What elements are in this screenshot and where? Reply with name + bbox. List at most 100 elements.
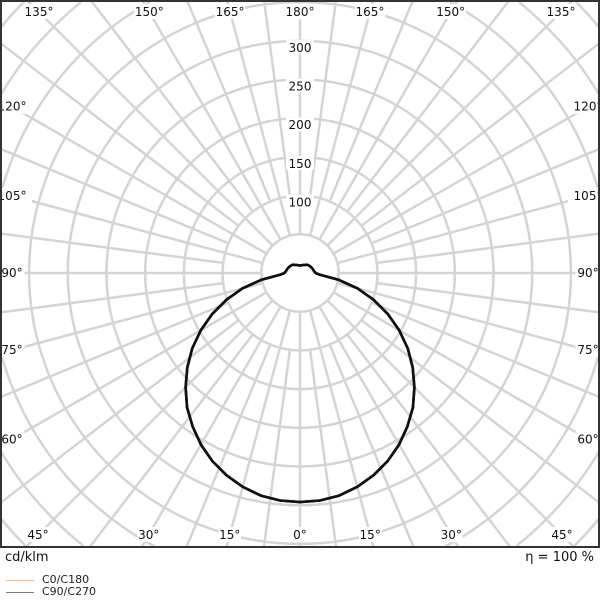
grid-spoke bbox=[326, 0, 573, 247]
angle-label-bg bbox=[568, 187, 598, 203]
grid-spoke-minor bbox=[346, 0, 510, 213]
angle-label-bg bbox=[215, 4, 246, 19]
grid-spoke-minor bbox=[346, 333, 512, 548]
legend: C0/C180 C90/C270 bbox=[6, 574, 96, 598]
radial-tick-label: 300 bbox=[289, 41, 312, 55]
angle-label: 120° bbox=[574, 100, 600, 114]
grid-spoke bbox=[25, 299, 274, 548]
unit-label: cd/klm bbox=[5, 550, 49, 565]
grid-spoke-minor bbox=[0, 147, 229, 245]
angle-label: 30° bbox=[441, 528, 462, 542]
grid-spoke bbox=[225, 0, 292, 236]
legend-swatch-c90 bbox=[6, 591, 34, 593]
grid-spoke bbox=[332, 99, 600, 255]
grid-spoke bbox=[332, 291, 600, 447]
angle-label: 45° bbox=[551, 528, 572, 542]
angle-label: 150° bbox=[436, 5, 465, 19]
legend-swatch-c0 bbox=[6, 579, 34, 581]
angle-label: 75° bbox=[1, 343, 22, 357]
grid-spoke bbox=[27, 0, 274, 247]
angle-label: 135° bbox=[547, 5, 576, 19]
grid-spoke-minor bbox=[185, 344, 272, 548]
angle-labels: 135° 150° 165° 180° 165° 150° 135° 120° 105° 90° 7… bbox=[0, 4, 600, 542]
grid-spoke-minor bbox=[0, 319, 240, 504]
angle-label: 90° bbox=[577, 266, 598, 280]
grid-spoke-minor bbox=[308, 349, 338, 548]
angle-label-bg bbox=[26, 527, 50, 542]
angle-label-bg bbox=[2, 431, 25, 447]
grid-spoke-minor bbox=[360, 42, 600, 227]
grid-spoke bbox=[0, 291, 268, 447]
radial-tick-labels: 100 150 200 250 300 bbox=[286, 39, 314, 210]
grid-spoke-minor bbox=[90, 0, 254, 213]
angle-label-bg bbox=[2, 187, 32, 203]
angle-label: 135° bbox=[25, 5, 54, 19]
grid-spoke-minor bbox=[371, 301, 600, 399]
legend-item-c0: C0/C180 bbox=[6, 574, 96, 586]
angle-label: 75° bbox=[577, 343, 598, 357]
tick-label-bg bbox=[286, 194, 314, 209]
angle-label: 45° bbox=[27, 528, 48, 542]
grid-spoke-minor bbox=[88, 333, 254, 548]
angle-label: 0° bbox=[293, 528, 307, 542]
tick-label-bg bbox=[286, 78, 314, 93]
grid-spoke bbox=[140, 305, 282, 548]
grid-spoke bbox=[308, 0, 375, 236]
angle-label-bg bbox=[2, 98, 32, 114]
radial-tick-label: 150 bbox=[289, 157, 312, 171]
angle-label: 30° bbox=[138, 528, 159, 542]
tick-label-bg bbox=[286, 117, 314, 132]
plot-frame bbox=[0, 0, 600, 548]
angle-label: 165° bbox=[355, 5, 384, 19]
grid-spoke-minor bbox=[328, 0, 414, 202]
legend-label-c90: C90/C270 bbox=[42, 585, 97, 598]
grid-circle bbox=[0, 1, 600, 548]
angle-label: 60° bbox=[577, 432, 598, 446]
tick-label-bg bbox=[286, 155, 314, 170]
curve-c90-c270 bbox=[184, 263, 416, 504]
angle-label: 15° bbox=[219, 528, 240, 542]
grid-spoke-minor bbox=[360, 319, 600, 504]
grid-spoke-minor bbox=[0, 301, 229, 399]
grid-spoke bbox=[225, 310, 292, 548]
grid-spoke-minor bbox=[262, 349, 292, 548]
angle-label: 60° bbox=[1, 432, 22, 446]
legend-item-c90: C90/C270 bbox=[6, 586, 96, 598]
angle-label: 105° bbox=[0, 189, 26, 203]
grid-spoke bbox=[0, 191, 263, 265]
grid-spoke bbox=[0, 281, 263, 355]
angle-label: 165° bbox=[216, 5, 245, 19]
angle-label-bg bbox=[24, 4, 54, 19]
angle-label: 180° bbox=[286, 5, 315, 19]
radial-tick-label: 250 bbox=[289, 80, 312, 94]
polar-chart: 100 150 200 250 300 135° 150° 165° 180° 165° 150°… bbox=[0, 0, 600, 548]
grid-circle bbox=[260, 233, 340, 313]
grid-spoke bbox=[337, 191, 600, 265]
grid-spoke bbox=[318, 0, 459, 241]
angle-label-bg bbox=[358, 527, 382, 542]
angle-label-bg bbox=[550, 527, 574, 542]
grid-spoke-minor bbox=[0, 42, 240, 227]
grid-spoke bbox=[0, 99, 268, 255]
angle-label-bg bbox=[137, 527, 160, 542]
radial-tick-label: 100 bbox=[289, 196, 312, 210]
grid-spoke-minor bbox=[0, 232, 224, 265]
grid-spoke-minor bbox=[376, 281, 600, 314]
angle-label-bg bbox=[440, 527, 463, 542]
angle-label-bg bbox=[575, 265, 598, 280]
grid-spoke-minor bbox=[0, 281, 224, 314]
angle-label-bg bbox=[546, 4, 576, 19]
intensity-curves bbox=[184, 263, 416, 504]
grid-spoke bbox=[326, 299, 575, 548]
grid-spoke-minor bbox=[308, 0, 338, 197]
angle-label-bg bbox=[575, 431, 598, 447]
angle-label-bg bbox=[285, 4, 315, 19]
angle-label-bg bbox=[575, 342, 598, 358]
angle-label-bg bbox=[218, 527, 242, 542]
angle-label: 120° bbox=[0, 100, 26, 114]
grid-spoke bbox=[337, 281, 600, 355]
grid-circle bbox=[0, 0, 600, 548]
grid-circle bbox=[0, 1, 600, 547]
angle-label-bg bbox=[2, 342, 25, 358]
legend-label-c0: C0/C180 bbox=[42, 573, 90, 586]
